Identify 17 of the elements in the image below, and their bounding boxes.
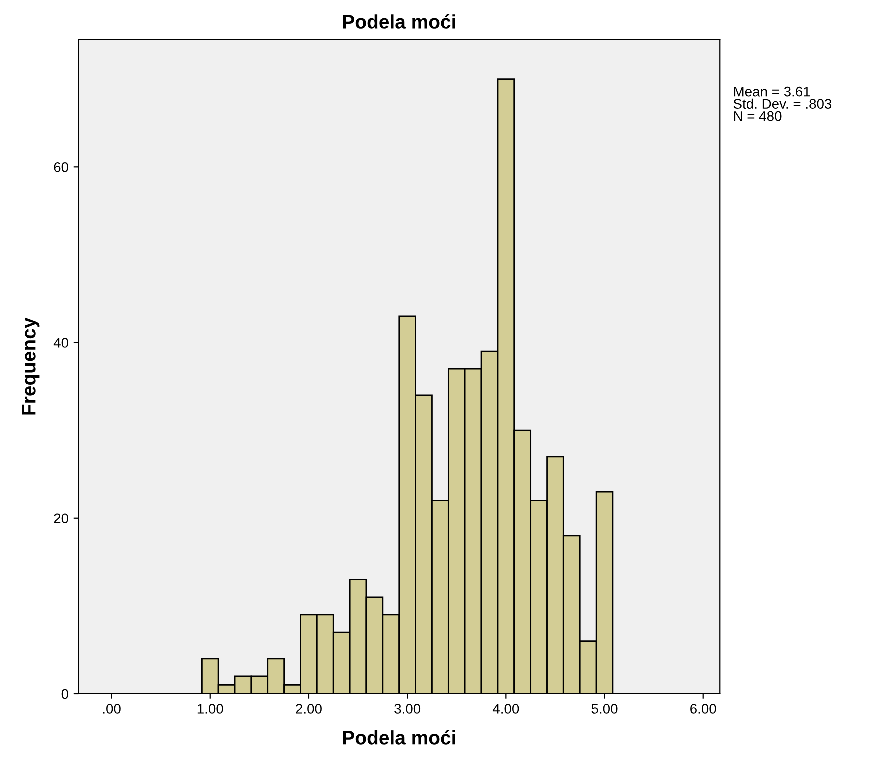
text: Std. Dev. = .803	[734, 98, 832, 110]
y-tick-label: 60	[54, 162, 68, 172]
x-axis-title: Podela moći	[343, 730, 456, 745]
x-tick-label: 4.00	[492, 704, 520, 714]
y-axis-title: Frequency	[22, 318, 40, 415]
y-tick-label: 20	[54, 514, 68, 524]
chart-title: Podela moći	[343, 14, 456, 29]
y-tick-label: 0	[62, 689, 68, 700]
text: N = 480	[734, 111, 782, 122]
text: Mean = 3.61	[734, 86, 810, 97]
x-tick-label: 2.00	[296, 704, 322, 714]
x-tick-label: 6.00	[690, 704, 716, 714]
x-tick-label: 3.00	[394, 704, 421, 714]
x-tick-label: 1.00	[198, 704, 224, 714]
y-tick-label: 40	[54, 338, 68, 348]
x-tick-label: .00	[103, 704, 121, 714]
x-tick-label: 5.00	[592, 704, 618, 714]
